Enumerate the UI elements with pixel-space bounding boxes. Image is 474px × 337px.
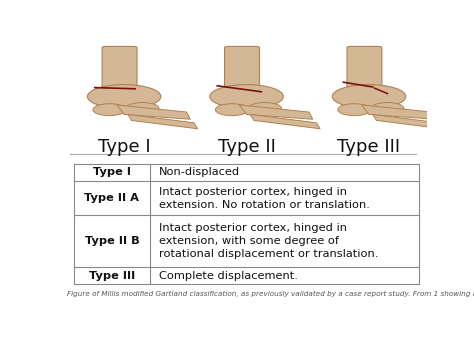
Polygon shape [373,115,443,129]
Ellipse shape [87,85,161,109]
Ellipse shape [93,104,126,116]
Ellipse shape [215,104,248,116]
Text: Type I: Type I [93,167,131,177]
Ellipse shape [332,85,406,109]
Text: Intact posterior cortex, hinged in
extension. No rotation or translation.: Intact posterior cortex, hinged in exten… [159,187,370,210]
Text: Non-displaced: Non-displaced [159,167,240,177]
Text: Type II: Type II [218,138,275,156]
Ellipse shape [248,102,282,115]
Text: Complete displacement.: Complete displacement. [159,271,298,281]
Text: Type I: Type I [98,138,150,156]
Polygon shape [117,105,190,119]
Text: Type III: Type III [337,138,401,156]
Ellipse shape [126,102,159,115]
Polygon shape [239,105,313,119]
Text: Type III: Type III [89,271,135,281]
Ellipse shape [371,102,404,115]
FancyBboxPatch shape [347,47,382,89]
FancyBboxPatch shape [225,47,259,89]
Text: Intact posterior cortex, hinged in
extension, with some degree of
rotational dis: Intact posterior cortex, hinged in exten… [159,223,378,259]
Polygon shape [128,115,198,129]
Ellipse shape [338,104,371,116]
Text: Type II B: Type II B [84,236,139,246]
Text: Type II A: Type II A [84,193,139,203]
Polygon shape [362,105,435,119]
FancyBboxPatch shape [102,47,137,89]
Text: Figure of Millis modified Gartland classification, as previously validated by a : Figure of Millis modified Gartland class… [66,291,474,297]
Polygon shape [250,115,320,129]
Ellipse shape [210,85,283,109]
